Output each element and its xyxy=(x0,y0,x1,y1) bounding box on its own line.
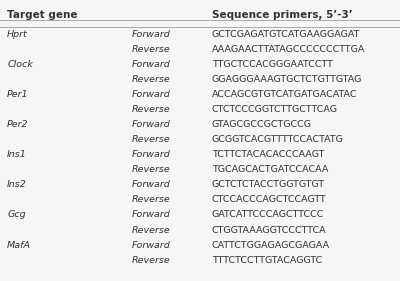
Text: Forward: Forward xyxy=(132,120,171,129)
Text: GATCATTCCCAGCTTCCC: GATCATTCCCAGCTTCCC xyxy=(212,210,324,219)
Text: Reverse: Reverse xyxy=(132,225,171,235)
Text: GGAGGGAAAGTGCTCTGTTGTAG: GGAGGGAAAGTGCTCTGTTGTAG xyxy=(212,75,362,84)
Text: Reverse: Reverse xyxy=(132,45,171,54)
Text: Per1: Per1 xyxy=(7,90,29,99)
Text: Target gene: Target gene xyxy=(7,10,78,20)
Text: CATTCTGGAGAGCGAGAA: CATTCTGGAGAGCGAGAA xyxy=(212,241,330,250)
Text: Reverse: Reverse xyxy=(132,196,171,205)
Text: MafA: MafA xyxy=(7,241,31,250)
Text: TTGCTCCACGGGAATCCTT: TTGCTCCACGGGAATCCTT xyxy=(212,60,333,69)
Text: Forward: Forward xyxy=(132,180,171,189)
Text: Forward: Forward xyxy=(132,241,171,250)
Text: Ins1: Ins1 xyxy=(7,150,27,159)
Text: Gcg: Gcg xyxy=(7,210,26,219)
Text: Forward: Forward xyxy=(132,60,171,69)
Text: Per2: Per2 xyxy=(7,120,29,129)
Text: Reverse: Reverse xyxy=(132,256,171,265)
Text: TGCAGCACTGATCCACAA: TGCAGCACTGATCCACAA xyxy=(212,165,328,175)
Text: ACCAGCGTGTCATGATGACATAC: ACCAGCGTGTCATGATGACATAC xyxy=(212,90,358,99)
Text: CTGGTAAAGGTCCCTTCA: CTGGTAAAGGTCCCTTCA xyxy=(212,225,327,235)
Text: Reverse: Reverse xyxy=(132,75,171,84)
Text: Ins2: Ins2 xyxy=(7,180,27,189)
Text: GCTCGAGATGTCATGAAGGAGAT: GCTCGAGATGTCATGAAGGAGAT xyxy=(212,30,360,39)
Text: Clock: Clock xyxy=(7,60,33,69)
Text: CTCTCCCGGTCTTGCTTCAG: CTCTCCCGGTCTTGCTTCAG xyxy=(212,105,338,114)
Text: CTCCACCCAGCTCCAGTT: CTCCACCCAGCTCCAGTT xyxy=(212,196,327,205)
Text: Reverse: Reverse xyxy=(132,135,171,144)
Text: Forward: Forward xyxy=(132,90,171,99)
Text: Forward: Forward xyxy=(132,210,171,219)
Text: GTAGCGCCGCTGCCG: GTAGCGCCGCTGCCG xyxy=(212,120,312,129)
Text: Forward: Forward xyxy=(132,150,171,159)
Text: TTTCTCCTTGTACAGGTC: TTTCTCCTTGTACAGGTC xyxy=(212,256,322,265)
Text: Reverse: Reverse xyxy=(132,105,171,114)
Text: Reverse: Reverse xyxy=(132,165,171,175)
Text: AAAGAACTTATAGCCCCCCCTTGA: AAAGAACTTATAGCCCCCCCTTGA xyxy=(212,45,365,54)
Text: TCTTCTACACACCCAAGT: TCTTCTACACACCCAAGT xyxy=(212,150,324,159)
Text: GCTCTCTACCTGGTGTGT: GCTCTCTACCTGGTGTGT xyxy=(212,180,325,189)
Text: Hprt: Hprt xyxy=(7,30,28,39)
Text: Forward: Forward xyxy=(132,30,171,39)
Text: Sequence primers, 5’-3’: Sequence primers, 5’-3’ xyxy=(212,10,353,20)
Text: GCGGTCACGTTTTCCACTATG: GCGGTCACGTTTTCCACTATG xyxy=(212,135,344,144)
